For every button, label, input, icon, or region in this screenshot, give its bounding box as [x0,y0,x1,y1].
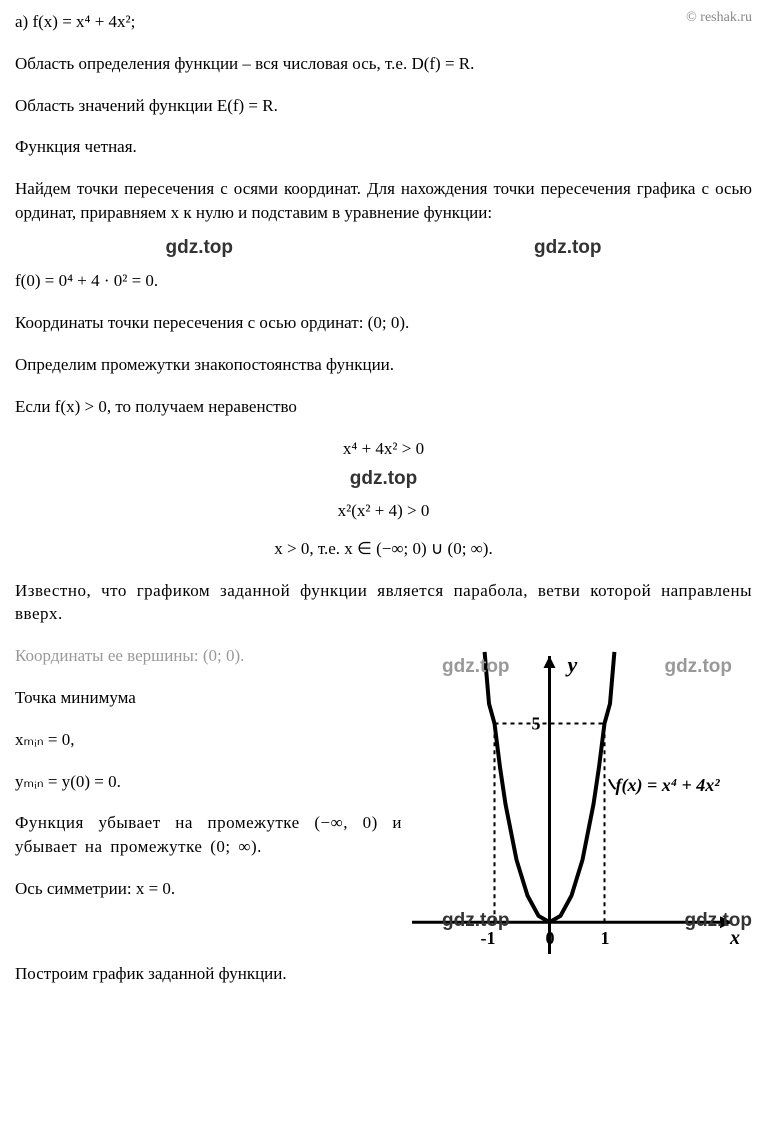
svg-text:5: 5 [532,714,541,734]
intersection-intro: Найдем точки пересечения с осями координ… [15,177,752,225]
intersection-coords: Координаты точки пересечения с осью орди… [15,311,752,335]
inequality-2: x²(x² + 4) > 0 [15,499,752,523]
inequality-3: x > 0, т.е. x ∈ (−∞; 0) ∪ (0; ∞). [15,537,752,561]
watermark: gdz.top [442,908,510,935]
watermark: gdz.top [684,908,752,935]
xmin-eq: xₘᵢₙ = 0, [15,728,402,752]
parity-text: Функция четная. [15,135,752,159]
function-chart: gdz.top gdz.top yx-1015f(x) = x⁴ + 4x² g… [412,644,742,954]
watermark: gdz.top [664,654,732,681]
domain-text: Область определения функции – вся числов… [15,52,752,76]
minimum-label: Точка минимума [15,686,402,710]
ymin-eq: yₘᵢₙ = y(0) = 0. [15,770,402,794]
watermark: gdz.top [442,654,510,681]
range-text: Область значений функции E(f) = R. [15,94,752,118]
inequality-intro: Если f(x) > 0, то получаем неравенство [15,395,752,419]
svg-text:y: y [565,652,578,677]
vertex-coords: Координаты ее вершины: (0; 0). [15,644,402,668]
watermark-center: gdz.top [15,466,752,493]
inequality-1: x⁴ + 4x² > 0 [15,437,752,461]
svg-text:0: 0 [546,928,555,948]
parabola-text: Известно, что графиком заданной функции … [15,579,752,627]
symmetry-axis: Ось симметрии: x = 0. [15,877,402,901]
watermark: gdz.top [534,235,602,262]
monotonicity-text: Функция убывает на промежутке (−∞, 0) и … [15,811,402,859]
build-graph-text: Построим график заданной функции. [15,962,752,986]
svg-text:f(x) = x⁴ + 4x²: f(x) = x⁴ + 4x² [616,775,721,796]
eq-f0: f(0) = 0⁴ + 4 · 0² = 0. [15,269,752,293]
problem-statement: a) f(x) = x⁴ + 4x²; [15,10,752,34]
sign-intervals-intro: Определим промежутки знакопостоянства фу… [15,353,752,377]
watermark: gdz.top [165,235,233,262]
svg-text:1: 1 [601,928,610,948]
copyright-text: © reshak.ru [686,8,752,28]
watermark-row-1: gdz.top gdz.top [15,235,752,262]
